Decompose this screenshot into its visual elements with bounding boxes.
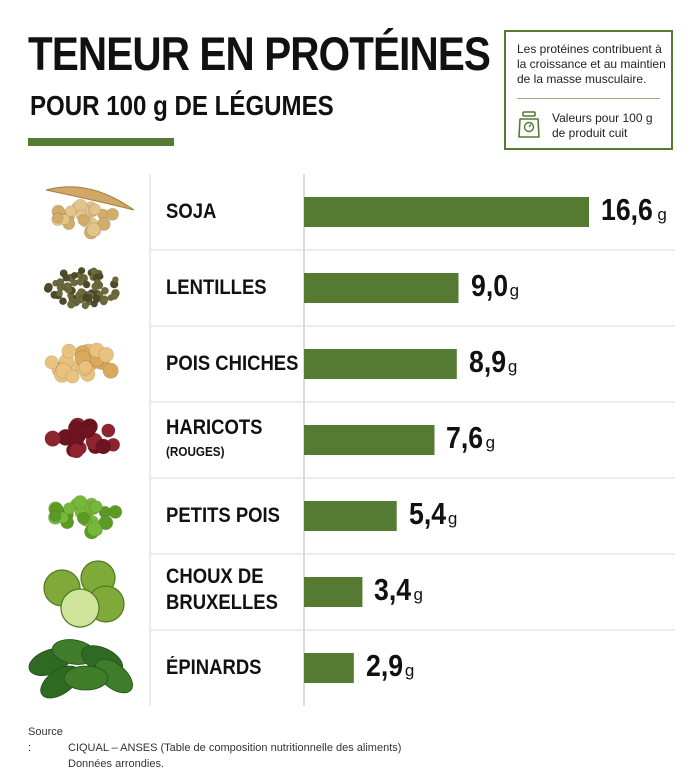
value-unit: g xyxy=(657,205,667,224)
value-label: 16,6 g xyxy=(601,192,667,228)
value-label: 9,0 g xyxy=(471,268,520,304)
value-unit: g xyxy=(404,661,415,680)
value-number: 2,9 xyxy=(365,648,403,683)
page-title: TENEUR EN PROTÉINES xyxy=(28,27,491,80)
category-label: POIS CHICHES xyxy=(166,352,299,375)
cooked-note: Valeurs pour 100 g de produit cuit xyxy=(552,111,653,140)
lentils-icon xyxy=(43,266,120,310)
value-label: 2,9 g xyxy=(366,648,415,684)
green-peas-icon xyxy=(48,495,123,540)
bar xyxy=(304,197,589,227)
value-unit: g xyxy=(485,433,496,452)
spinach-icon xyxy=(28,639,133,699)
bar xyxy=(304,501,397,531)
category-label: PETITS POIS xyxy=(166,504,280,527)
category-sublabel: (ROUGES) xyxy=(166,444,225,459)
red-beans-icon xyxy=(44,417,121,459)
category-label-line2: BRUXELLES xyxy=(166,591,278,614)
category-label: CHOUX DE xyxy=(166,565,264,588)
rounding-note: Données arrondies. xyxy=(68,758,165,770)
value-label: 5,4 g xyxy=(409,496,458,532)
value-number: 5,4 xyxy=(408,496,446,531)
bar xyxy=(304,653,354,683)
info-note: Les protéines contribuent à la croissanc… xyxy=(517,42,666,86)
value-number: 3,4 xyxy=(374,572,412,607)
page-subtitle: POUR 100 g DE LÉGUMES xyxy=(30,90,334,121)
category-label: ÉPINARDS xyxy=(166,656,262,679)
value-number: 8,9 xyxy=(468,344,506,379)
value-number: 9,0 xyxy=(470,268,508,303)
value-unit: g xyxy=(413,585,423,604)
title-underline xyxy=(28,138,174,146)
info-box: Les protéines contribuent à la croissanc… xyxy=(504,30,673,150)
value-unit: g xyxy=(509,281,520,300)
value-label: 7,6 g xyxy=(446,420,495,456)
value-label: 8,9 g xyxy=(469,344,518,380)
value-label: 3,4 g xyxy=(374,572,423,608)
bar xyxy=(304,425,435,455)
category-label: HARICOTS xyxy=(166,416,263,439)
value-unit: g xyxy=(447,509,458,528)
value-number: 7,6 xyxy=(446,420,484,455)
kitchen-scale-icon xyxy=(518,111,540,138)
category-label: SOJA xyxy=(166,200,217,223)
source-text: CIQUAL – ANSES (Table de composition nut… xyxy=(68,742,402,754)
value-number: 16,6 xyxy=(601,192,653,227)
bar xyxy=(304,273,459,303)
bar xyxy=(304,577,363,607)
value-unit: g xyxy=(507,357,518,376)
bar xyxy=(304,349,457,379)
chickpeas-icon xyxy=(44,342,119,384)
source-note: Source : CIQUAL – ANSES (Table de composi… xyxy=(28,724,401,772)
category-label: LENTILLES xyxy=(166,276,267,299)
info-divider xyxy=(517,98,660,99)
soybean-icon xyxy=(45,186,135,240)
source-label: Source : xyxy=(28,726,63,754)
brussels-sprouts-icon xyxy=(43,560,125,628)
